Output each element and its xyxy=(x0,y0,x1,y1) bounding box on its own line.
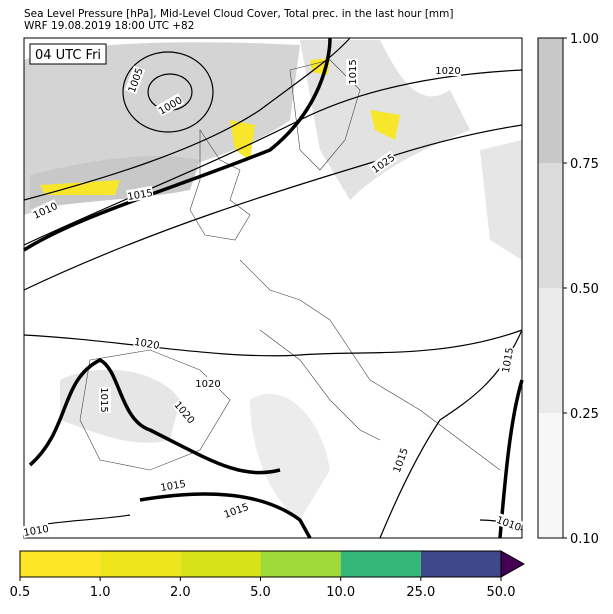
colorbar-segment xyxy=(538,163,563,288)
colorbar-tick-label: 0.25 xyxy=(570,407,599,422)
colorbar-segment xyxy=(538,288,563,413)
isobar-label-text: 1020 xyxy=(435,66,460,77)
isobar-label-bg xyxy=(99,387,111,413)
isobar-label-bg xyxy=(159,476,187,494)
isobar-label: 1015 xyxy=(159,476,187,494)
isobar-label-text: 1015 xyxy=(127,188,154,203)
colorbar-segment xyxy=(260,551,341,577)
isobar-label-bg xyxy=(126,185,154,203)
map-frame xyxy=(23,37,523,539)
colorbar-tick-label: 0.5 xyxy=(10,585,31,600)
isobar-label-text: 1015 xyxy=(98,387,109,412)
isobar-label-bg xyxy=(498,346,516,374)
colorbar-segment xyxy=(538,413,563,538)
isobar-label-text: 1015 xyxy=(501,347,516,374)
colorbar-tick-label: 1.0 xyxy=(90,585,111,600)
isobar-label: 1015 xyxy=(498,346,516,374)
subtitle: WRF 19.08.2019 18:00 UTC +82 xyxy=(24,20,194,32)
colorbar-tick-label: 2.0 xyxy=(170,585,191,600)
time-box xyxy=(29,43,107,65)
colorbar-segment xyxy=(420,551,501,577)
colorbar-tick-label: 1.00 xyxy=(570,32,599,47)
isobar-label-text: 1015 xyxy=(348,59,359,84)
colorbar-segment xyxy=(180,551,261,577)
coastlines xyxy=(79,59,501,471)
isobar-label-bg xyxy=(155,93,185,117)
isobar-label-bg xyxy=(30,199,60,221)
isobar-label-bg xyxy=(22,521,50,539)
colorbar-tick-label: 10.0 xyxy=(326,585,355,600)
isobar-label-text: 1020 xyxy=(195,379,220,390)
isobar-label: 1015 xyxy=(98,387,111,413)
cloud-colorbar: 0.10 0.25 0.50 0.75 1.00 xyxy=(537,32,599,547)
colorbar-tick-label: 0.10 xyxy=(570,532,599,547)
colorbar-extend xyxy=(500,550,526,578)
isobar-label-bg xyxy=(221,499,251,521)
isobar-label-bg xyxy=(195,377,221,389)
colorbar-tick-label: 0.50 xyxy=(570,282,599,297)
isobar-label-bg xyxy=(346,59,358,85)
time-label: 04 UTC Fri xyxy=(35,48,101,63)
isobar-label-bg xyxy=(133,334,161,352)
isobar-label-bg xyxy=(494,512,524,534)
isobar-label-text: 1020 xyxy=(133,337,160,352)
precip-colorbar: 0.5 1.0 2.0 5.0 10.0 25.0 50.0 xyxy=(10,550,526,600)
isobar-label-bg xyxy=(435,64,461,76)
isobar-label: 1015 xyxy=(346,59,359,85)
colorbar-tick-label: 0.75 xyxy=(570,157,599,172)
colorbar-tick-label: 25.0 xyxy=(406,585,435,600)
isobars xyxy=(23,37,524,539)
isobar-label-bg xyxy=(172,398,198,426)
colorbar-tick-label: 50.0 xyxy=(487,585,516,600)
colorbar-segment xyxy=(20,551,101,577)
isobar-label: 1020 xyxy=(435,64,461,77)
isobar-label-text: 1010 xyxy=(23,524,50,539)
isobar-label: 1010 xyxy=(22,521,50,539)
colorbar-segment xyxy=(538,38,563,163)
isobar-label-bg xyxy=(124,65,146,95)
colorbar-segment xyxy=(340,551,421,577)
title: Sea Level Pressure [hPa], Mid-Level Clou… xyxy=(24,8,454,20)
colorbar-segment xyxy=(100,551,181,577)
isobar-label: 1020 xyxy=(133,334,161,352)
colorbar-tick-label: 5.0 xyxy=(250,585,271,600)
isobar-label-text: 1015 xyxy=(160,479,187,494)
isobar-label: 1020 xyxy=(195,377,221,390)
isobar-label: 1015 xyxy=(126,185,154,203)
isobar-label-bg xyxy=(368,150,398,176)
isobar-label-bg xyxy=(389,445,411,475)
